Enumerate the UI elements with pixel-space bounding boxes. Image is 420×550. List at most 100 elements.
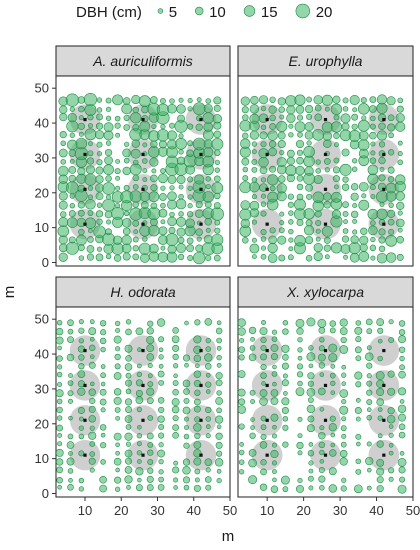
- tree-point: [331, 191, 342, 203]
- tree-point: [172, 327, 179, 334]
- tree-point: [367, 208, 379, 220]
- tree-point: [66, 217, 78, 228]
- tree-point: [202, 191, 214, 203]
- tree-point: [370, 236, 376, 243]
- tree-point: [216, 390, 222, 396]
- tree-point: [269, 185, 276, 192]
- tree-point: [397, 484, 407, 494]
- tree-point: [388, 228, 395, 235]
- tree-point: [308, 475, 314, 482]
- tree-point: [270, 344, 279, 352]
- tree-point: [151, 123, 157, 129]
- tree-point: [150, 96, 158, 104]
- tree-point: [322, 131, 332, 141]
- tree-point: [99, 320, 107, 327]
- tree-point: [350, 183, 359, 191]
- tree-point: [147, 467, 154, 474]
- tree-point: [176, 104, 186, 114]
- tree-point: [195, 201, 203, 209]
- tree-point: [272, 424, 277, 430]
- tree-point: [89, 354, 95, 359]
- tree-point: [167, 130, 177, 141]
- tree-point: [295, 387, 305, 396]
- tree-point: [260, 433, 267, 440]
- tree-point: [100, 381, 106, 387]
- tree-point: [148, 191, 160, 203]
- tree-point: [398, 320, 406, 327]
- tree-point: [213, 130, 222, 139]
- tree-point: [396, 253, 404, 261]
- tree-point: [304, 122, 314, 132]
- tree-point: [238, 469, 245, 475]
- tree-point: [306, 140, 312, 146]
- tree-point: [367, 173, 379, 185]
- tree-point: [377, 327, 384, 334]
- tree-point: [318, 432, 326, 440]
- tree-point: [297, 450, 303, 456]
- tree-point: [114, 363, 121, 370]
- subplot-center: [199, 348, 203, 353]
- tree-point: [205, 372, 211, 378]
- tree-point: [56, 327, 64, 336]
- tree-point: [296, 219, 304, 227]
- tree-point: [216, 468, 222, 474]
- tree-point: [260, 105, 267, 112]
- tree-point: [268, 140, 277, 148]
- tree-point: [142, 168, 148, 174]
- tree-point: [99, 337, 107, 345]
- tree-point: [385, 252, 397, 263]
- tree-point: [360, 227, 368, 235]
- tree-point: [361, 193, 367, 199]
- tree-point: [305, 219, 313, 227]
- tree-point: [77, 96, 86, 104]
- tree-point: [305, 104, 314, 114]
- tree-point: [114, 122, 121, 129]
- tree-point: [150, 184, 158, 192]
- tree-point: [68, 149, 77, 157]
- tree-point: [258, 157, 269, 168]
- tree-point: [352, 229, 358, 235]
- tree-point: [95, 210, 104, 218]
- y-tick-label: 40: [35, 347, 49, 362]
- tree-point: [171, 405, 180, 414]
- tree-point: [139, 191, 150, 202]
- tree-point: [261, 320, 267, 326]
- tree-point: [334, 184, 339, 190]
- tree-point: [259, 131, 268, 140]
- tree-point: [272, 477, 277, 483]
- tree-point: [319, 372, 325, 377]
- tree-point: [395, 121, 406, 132]
- tree-point: [176, 175, 186, 185]
- tree-point: [270, 485, 279, 493]
- tree-point: [282, 320, 289, 326]
- y-tick-label: 30: [35, 150, 49, 165]
- tree-point: [370, 255, 376, 261]
- subplot-center: [323, 117, 328, 122]
- tree-point: [183, 484, 190, 491]
- tree-point: [348, 130, 361, 142]
- tree-point: [215, 327, 223, 335]
- tree-point: [365, 456, 374, 466]
- tree-point: [288, 246, 294, 252]
- tree-point: [125, 372, 132, 379]
- tree-point: [159, 193, 167, 201]
- tree-point: [296, 156, 304, 165]
- tree-point: [68, 415, 73, 421]
- tree-point: [398, 387, 407, 396]
- tree-point: [282, 354, 289, 361]
- tree-point: [77, 370, 86, 378]
- tree-point: [78, 450, 85, 457]
- tree-point: [398, 346, 406, 353]
- tree-point: [125, 319, 132, 325]
- tree-point: [260, 124, 267, 131]
- legend-entries: 5 10 15 20: [157, 3, 332, 21]
- tree-point: [78, 319, 84, 325]
- tree-point: [58, 165, 69, 177]
- tree-point: [369, 244, 377, 252]
- tree-point: [183, 397, 190, 404]
- tree-point: [124, 398, 133, 406]
- tree-point: [88, 141, 93, 147]
- tree-point: [203, 103, 213, 113]
- tree-point: [169, 185, 175, 191]
- tree-point: [205, 363, 212, 370]
